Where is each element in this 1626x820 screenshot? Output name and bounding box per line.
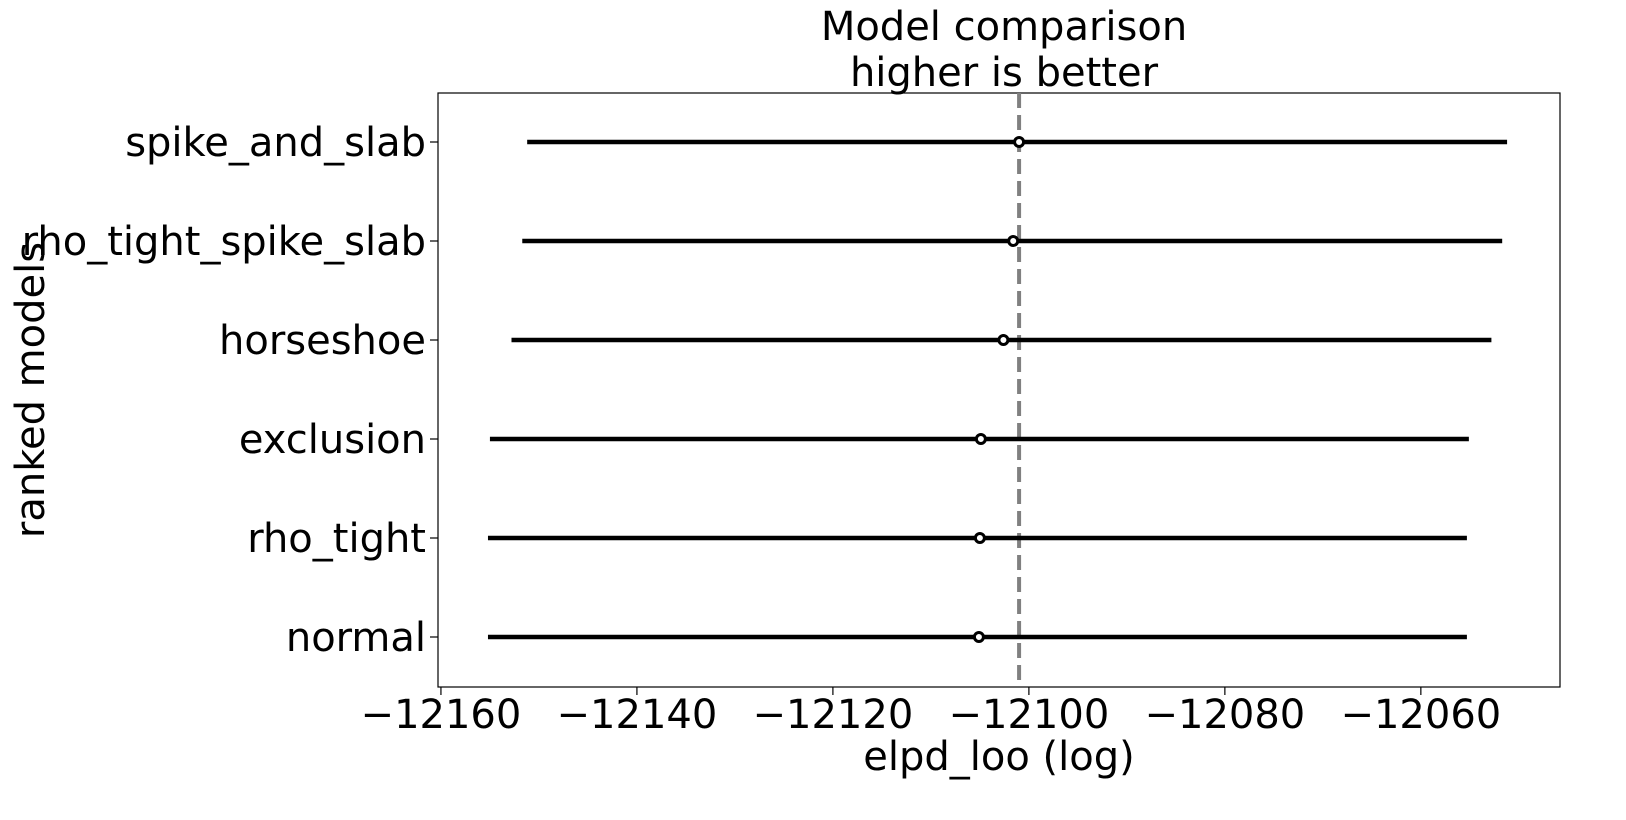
y-tick-label: spike_and_slab (125, 120, 426, 166)
chart-title: Model comparison (821, 4, 1187, 50)
x-tick-label: −12160 (361, 692, 522, 738)
x-tick-label: −12140 (557, 692, 718, 738)
y-tick-label: normal (286, 615, 426, 661)
point-spike_and_slab (1013, 136, 1026, 148)
plot-area (437, 92, 1561, 688)
y-axis-label: ranked models (8, 242, 54, 538)
point-rho_tight (973, 532, 986, 544)
y-tick-label: rho_tight (247, 516, 426, 562)
chart-subtitle: higher is better (850, 50, 1159, 96)
x-tick-label: −12120 (753, 692, 914, 738)
point-exclusion (974, 433, 987, 445)
y-tick-label: exclusion (239, 417, 426, 463)
x-tick-label: −12100 (949, 692, 1110, 738)
point-rho_tight_spike_slab (1007, 235, 1020, 247)
x-axis-label: elpd_loo (log) (863, 734, 1134, 780)
point-normal (972, 631, 985, 643)
y-tick-label: horseshoe (219, 318, 426, 364)
x-tick-label: −12080 (1144, 692, 1305, 738)
y-tick-label: rho_tight_spike_slab (22, 219, 426, 265)
x-tick-label: −12060 (1340, 692, 1501, 738)
point-horseshoe (997, 334, 1010, 346)
